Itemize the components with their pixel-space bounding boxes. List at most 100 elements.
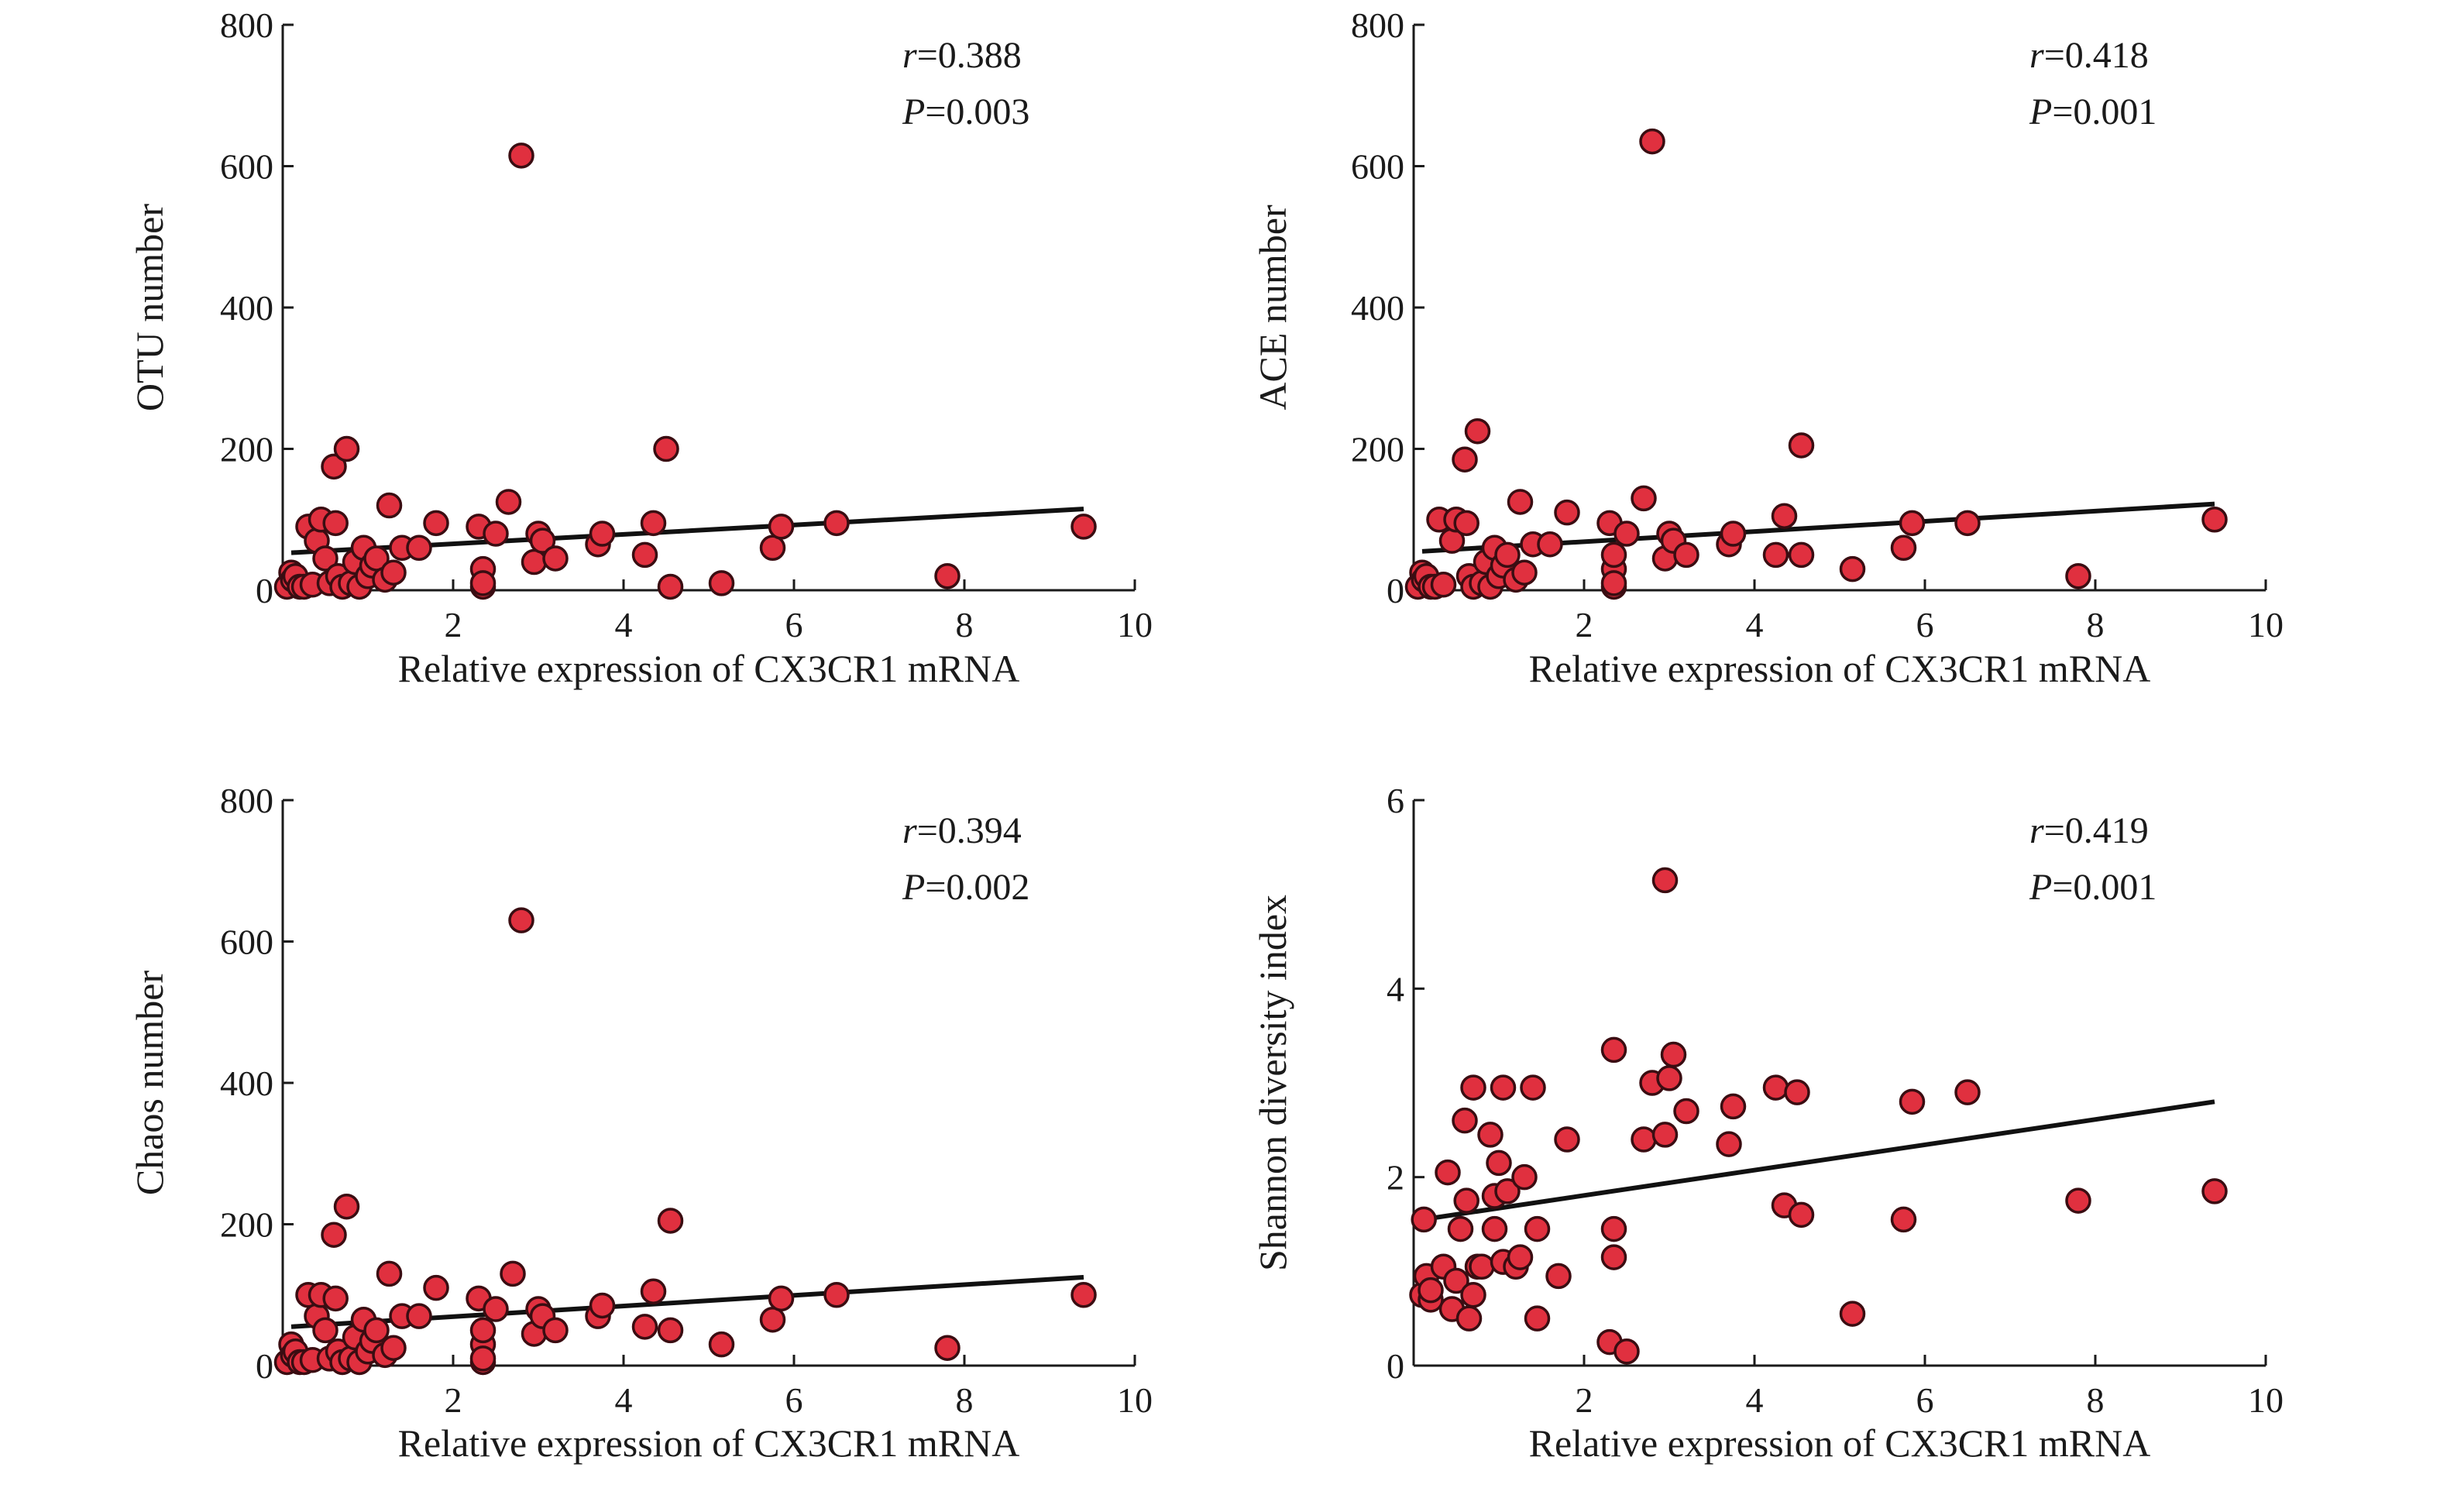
data-point [589, 1292, 616, 1319]
x-tick-label: 6 [785, 605, 803, 644]
p-value: =0.001 [2052, 91, 2156, 132]
data-point [322, 510, 349, 537]
p-value: =0.003 [925, 91, 1029, 132]
data-point [1631, 485, 1657, 512]
data-point [508, 143, 534, 169]
x-tick-label: 8 [2087, 1380, 2105, 1420]
x-tick-label: 8 [956, 605, 974, 644]
data-point [1600, 541, 1627, 569]
data-point [1071, 514, 1097, 540]
data-point [1455, 1305, 1483, 1332]
x-axis-title: Relative expression of CX3CR1 mRNA [398, 647, 1020, 690]
data-point [1639, 128, 1665, 155]
data-point [542, 1317, 569, 1344]
data-point [1545, 1263, 1572, 1290]
x-tick-label: 10 [1117, 605, 1153, 644]
data-point [1447, 1215, 1474, 1242]
data-point [2065, 1187, 2091, 1214]
data-point [423, 510, 449, 537]
y-tick-label: 6 [1387, 781, 1404, 820]
data-point [423, 1274, 449, 1301]
data-point [1613, 521, 1640, 547]
y-axis-title: ACE number [1251, 204, 1294, 411]
y-axis-title: OTU number [128, 204, 171, 411]
data-point [1788, 432, 1815, 459]
y-tick-label: 4 [1387, 969, 1404, 1009]
data-point [1469, 1253, 1495, 1280]
data-point [1720, 521, 1747, 547]
data-point [2201, 507, 2228, 533]
data-point [1494, 1178, 1521, 1204]
data-point [1520, 1074, 1546, 1101]
data-point [759, 534, 786, 561]
p-value-text: P=0.001 [2029, 91, 2156, 132]
data-point [312, 545, 339, 572]
data-point [653, 435, 679, 462]
data-point [1477, 1122, 1504, 1148]
correlation-r-text: r=0.388 [902, 35, 1022, 76]
r-value: =0.418 [2044, 35, 2149, 76]
data-point [589, 521, 616, 547]
data-point [1600, 1036, 1627, 1064]
data-point [321, 453, 347, 480]
data-point [1494, 541, 1521, 569]
data-point [1554, 499, 1580, 526]
data-point [640, 1278, 667, 1304]
p-symbol: P [2029, 91, 2052, 132]
r-symbol: r [2029, 810, 2044, 851]
p-value-text: P=0.001 [2029, 867, 2156, 908]
data-point [1430, 571, 1457, 598]
x-tick-label: 2 [1576, 605, 1593, 644]
y-tick-label: 200 [1351, 430, 1404, 469]
data-point [1600, 1244, 1627, 1270]
data-point [500, 1260, 526, 1287]
data-point [495, 489, 522, 515]
data-point [823, 1282, 850, 1308]
data-point [657, 1317, 684, 1344]
x-axis-title: Relative expression of CX3CR1 mRNA [1529, 647, 2151, 690]
data-point [1762, 1074, 1789, 1101]
data-point [640, 510, 667, 537]
data-point [469, 1345, 497, 1372]
data-point [376, 1260, 403, 1287]
data-point [529, 527, 556, 554]
data-point [406, 1303, 432, 1329]
y-tick-label: 200 [220, 430, 273, 469]
p-value-text: P=0.002 [902, 867, 1029, 908]
data-point [1507, 1244, 1534, 1270]
data-point [631, 541, 658, 569]
scatter-panel-4: 0 2 4 6 2 4 6 8 10 Relative expression of CX3CR1 … [1251, 781, 2284, 1465]
p-value: =0.002 [925, 867, 1029, 908]
data-point [1524, 1215, 1551, 1242]
r-value: =0.388 [917, 35, 1022, 76]
data-point [1490, 1074, 1517, 1101]
data-point [1839, 1301, 1866, 1327]
data-point [1762, 541, 1789, 569]
data-point [1481, 1215, 1508, 1242]
data-point [1660, 1041, 1687, 1068]
data-point [1890, 534, 1917, 561]
y-tick-label: 400 [1351, 288, 1404, 328]
x-tick-label: 8 [956, 1380, 974, 1420]
data-point [1452, 446, 1478, 472]
data-point [1511, 559, 1538, 586]
y-tick-label: 800 [220, 5, 273, 45]
data-point [321, 1222, 347, 1248]
data-point [1788, 1201, 1815, 1228]
p-value: =0.001 [2052, 867, 2156, 908]
data-point [483, 521, 509, 547]
x-tick-label: 4 [615, 605, 633, 644]
y-tick-label: 200 [220, 1205, 273, 1245]
data-point [1716, 1131, 1742, 1157]
y-tick-label: 800 [220, 781, 273, 820]
data-point [708, 570, 735, 596]
data-point [1899, 510, 1926, 537]
y-tick-label: 2 [1387, 1158, 1404, 1198]
data-point [1443, 1267, 1469, 1294]
data-point [1631, 1126, 1657, 1153]
data-point [934, 563, 961, 589]
data-point [1788, 541, 1815, 569]
data-point [1673, 1098, 1699, 1125]
p-symbol: P [2029, 867, 2052, 908]
